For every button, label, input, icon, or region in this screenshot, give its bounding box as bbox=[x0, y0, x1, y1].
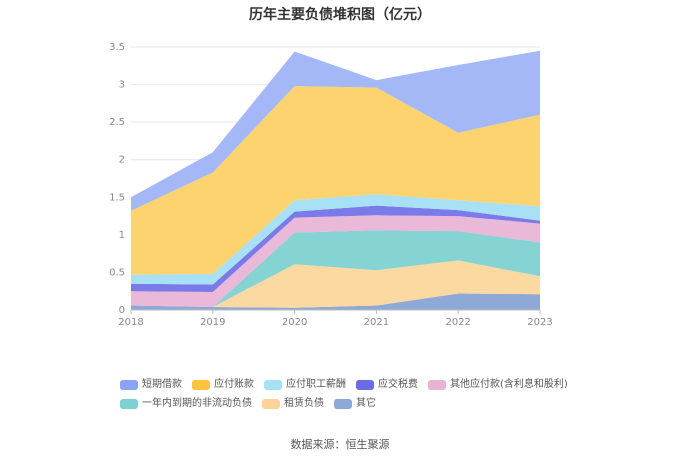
y-tick-label: 0.5 bbox=[109, 267, 125, 278]
legend-label: 其他应付款(含利息和股利) bbox=[450, 379, 568, 390]
legend-swatch bbox=[356, 380, 374, 390]
legend-label: 应付账款 bbox=[214, 379, 254, 390]
legend-swatch bbox=[120, 380, 138, 390]
x-tick-label-2022: 2022 bbox=[445, 317, 470, 328]
y-tick-label: 2 bbox=[119, 155, 125, 166]
legend-label: 租赁负债 bbox=[284, 398, 324, 409]
area-series-1 bbox=[131, 260, 540, 308]
x-tick-label-2023: 2023 bbox=[527, 317, 552, 328]
area-series-2 bbox=[131, 230, 540, 307]
legend-swatch bbox=[264, 380, 282, 390]
legend-item-5[interactable]: 一年内到期的非流动负债 bbox=[120, 396, 252, 412]
legend-label: 短期借款 bbox=[142, 379, 182, 390]
axis-layer: 0 0.5 1 1.5 2 2.5 3 3.5 2018 2019 2020 2021 2022 2023 bbox=[109, 42, 553, 328]
legend-label: 应交税费 bbox=[378, 379, 418, 390]
legend-swatch bbox=[120, 399, 138, 409]
legend-item-0[interactable]: 短期借款 bbox=[120, 377, 182, 393]
area-series-6 bbox=[131, 86, 540, 275]
y-tick-label: 1.5 bbox=[109, 192, 125, 203]
legend: 短期借款 应付账款 应付职工薪酬 应交税费 其他应付款(含利息和股利) 一年内到期的非流动… bbox=[120, 377, 590, 415]
legend-item-6[interactable]: 租赁负债 bbox=[262, 396, 324, 412]
legend-item-2[interactable]: 应付职工薪酬 bbox=[264, 377, 346, 393]
chart-title: 历年主要负债堆积图（亿元） bbox=[249, 7, 431, 23]
legend-item-7[interactable]: 其它 bbox=[334, 396, 376, 412]
y-tick-label: 1 bbox=[119, 230, 125, 241]
x-tick-label-2019: 2019 bbox=[200, 317, 225, 328]
x-tick-label-2021: 2021 bbox=[364, 317, 389, 328]
legend-label: 其它 bbox=[356, 398, 376, 409]
area-series-3 bbox=[131, 215, 540, 307]
data-source: 数据来源：恒生聚源 bbox=[290, 438, 390, 451]
y-tick-label: 0 bbox=[119, 305, 125, 316]
x-tick-label-2020: 2020 bbox=[282, 317, 307, 328]
x-tick-label-2018: 2018 bbox=[118, 317, 143, 328]
legend-swatch bbox=[428, 380, 446, 390]
legend-swatch bbox=[262, 399, 280, 409]
y-tick-label: 3.5 bbox=[109, 42, 125, 53]
legend-item-3[interactable]: 应交税费 bbox=[356, 377, 418, 393]
y-tick-label: 3 bbox=[119, 80, 125, 91]
legend-item-1[interactable]: 应付账款 bbox=[192, 377, 254, 393]
legend-swatch bbox=[334, 399, 352, 409]
area-layer bbox=[131, 50, 540, 310]
area-series-5 bbox=[131, 194, 540, 285]
area-series-0 bbox=[131, 293, 540, 310]
area-series-4 bbox=[131, 205, 540, 292]
y-tick-label: 2.5 bbox=[109, 117, 125, 128]
legend-item-4[interactable]: 其他应付款(含利息和股利) bbox=[428, 377, 568, 393]
legend-label: 一年内到期的非流动负债 bbox=[142, 398, 252, 409]
legend-label: 应付职工薪酬 bbox=[286, 379, 346, 390]
area-series-7 bbox=[131, 50, 540, 211]
legend-swatch bbox=[192, 380, 210, 390]
